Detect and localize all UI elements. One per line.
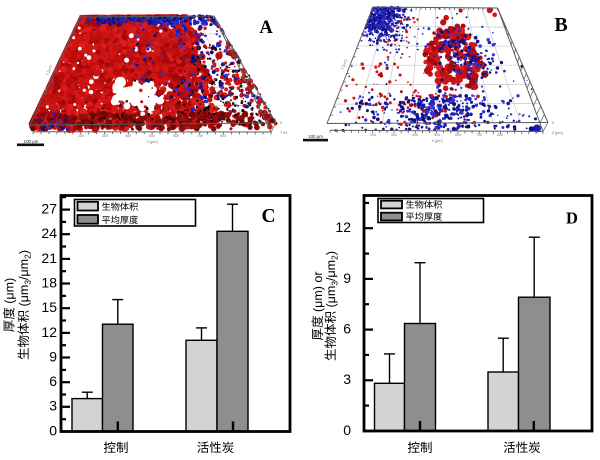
svg-text:0: 0 bbox=[280, 121, 282, 125]
svg-text:500: 500 bbox=[149, 134, 155, 138]
svg-text:200: 200 bbox=[78, 134, 84, 138]
svg-text:400: 400 bbox=[125, 134, 131, 138]
svg-text:300: 300 bbox=[102, 134, 108, 138]
svg-text:700: 700 bbox=[197, 134, 203, 138]
svg-text:7.94: 7.94 bbox=[280, 131, 287, 135]
svg-text:X [μm]: X [μm] bbox=[146, 140, 157, 144]
svg-text:600: 600 bbox=[173, 134, 179, 138]
svg-text:800: 800 bbox=[220, 134, 226, 138]
